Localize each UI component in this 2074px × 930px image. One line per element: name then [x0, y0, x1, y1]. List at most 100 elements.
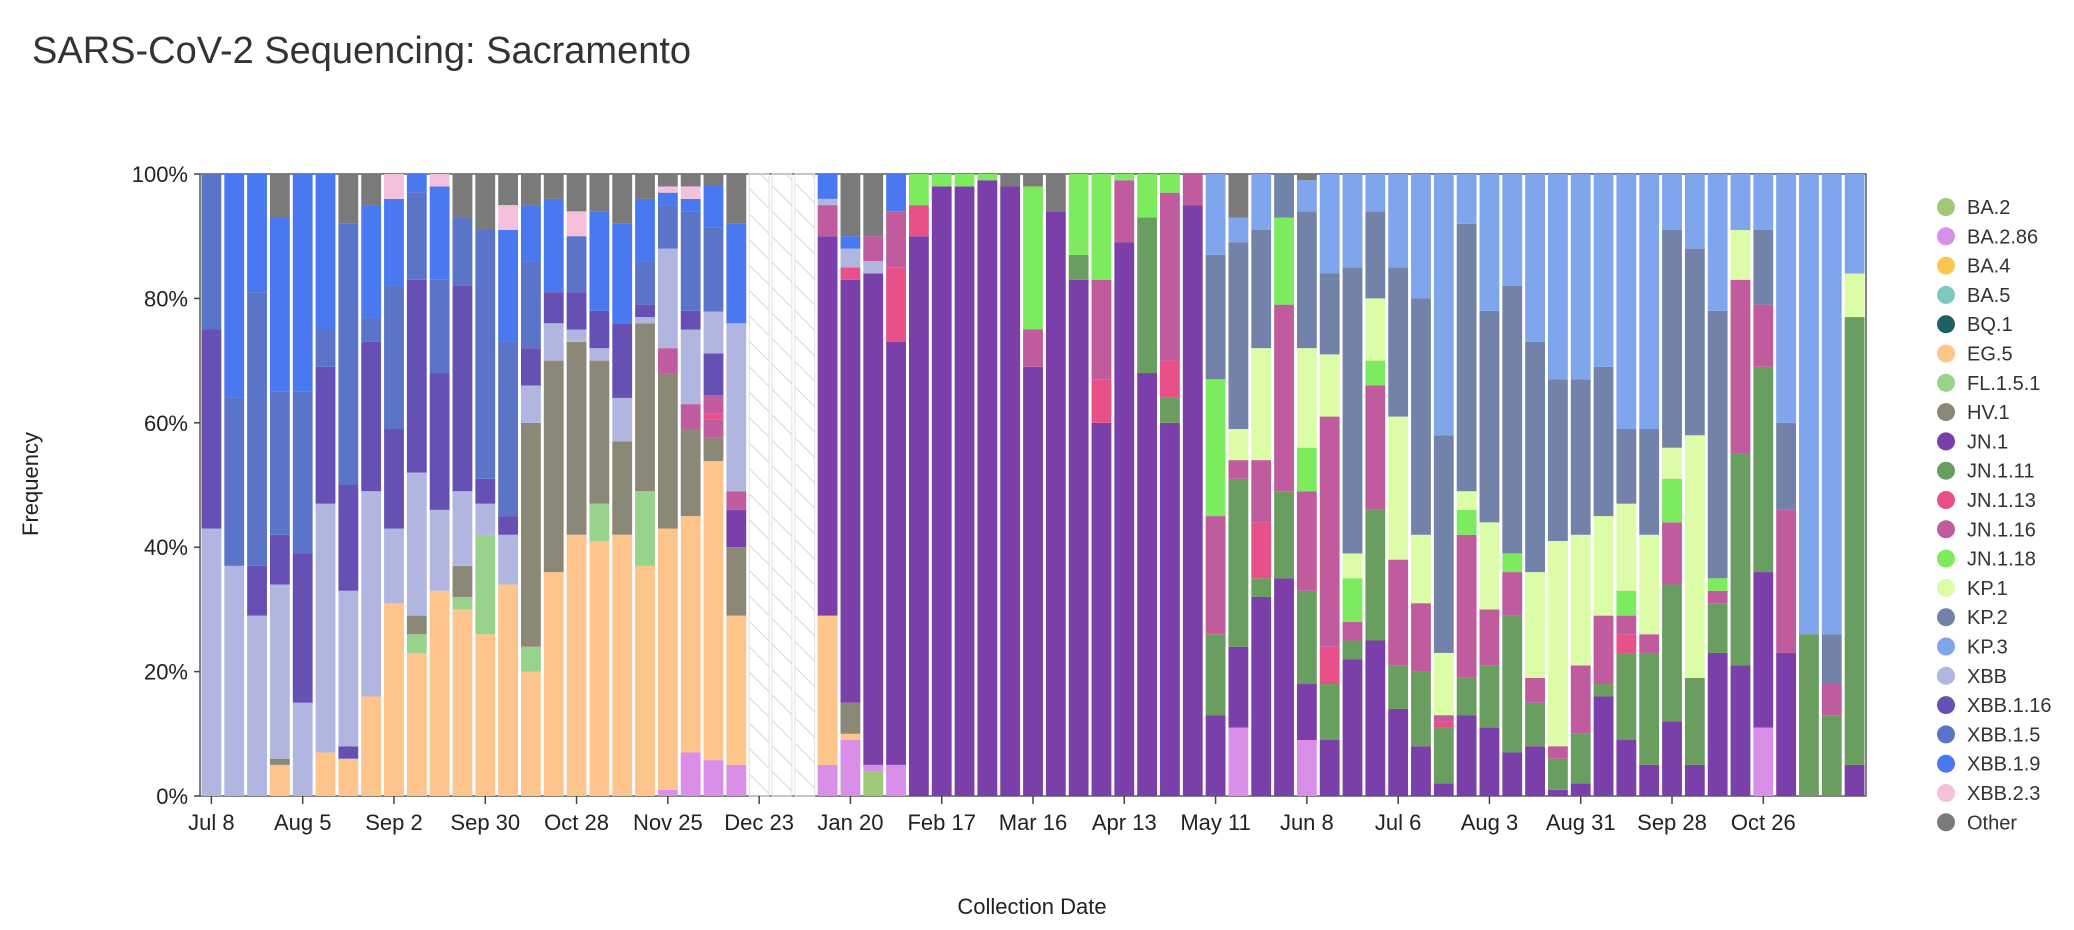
bar-segment-kp-2[interactable]	[1296, 211, 1317, 349]
bar-segment-jn-1[interactable]	[1662, 721, 1682, 796]
bar-segment-hv-1[interactable]	[566, 341, 587, 535]
bar-segment-xbb-1-9[interactable]	[703, 185, 724, 228]
bar-segment-kp-1[interactable]	[1251, 348, 1272, 461]
bar-segment-ba-2-86[interactable]	[817, 764, 838, 796]
bar-segment-eg-5[interactable]	[429, 590, 450, 796]
bar-segment-jn-1-11[interactable]	[1844, 317, 1865, 765]
bar-segment-jn-1-11[interactable]	[1160, 397, 1180, 423]
bar-segment-jn-1-18[interactable]	[1456, 509, 1477, 535]
bar-segment-eg-5[interactable]	[680, 516, 701, 753]
bar-segment-jn-1-16[interactable]	[1593, 615, 1614, 685]
bar-segment-ba-2[interactable]	[863, 771, 884, 796]
bar-segment-other[interactable]	[361, 174, 382, 206]
bar-segment-xbb-1-9[interactable]	[635, 198, 655, 262]
legend-item-kp-3[interactable]: KP.3	[1937, 637, 2008, 659]
bar-segment-jn-1-11[interactable]	[1365, 509, 1386, 641]
bar-segment-xbb-1-9[interactable]	[247, 174, 267, 293]
bar-segment-kp-3[interactable]	[1251, 174, 1272, 230]
bar-segment-kp-3[interactable]	[1479, 174, 1500, 311]
legend-item-jn-1-13[interactable]: JN.1.13	[1937, 490, 2036, 512]
bar-segment-jn-1-16[interactable]	[1319, 416, 1340, 647]
bar-segment-xbb-1-16[interactable]	[498, 516, 519, 535]
bar-segment-jn-1-16[interactable]	[657, 348, 678, 374]
bar-segment-jn-1-16[interactable]	[863, 236, 884, 262]
bar-segment-jn-1[interactable]	[931, 186, 952, 796]
bar-segment-xbb-1-5[interactable]	[384, 285, 404, 430]
bar-segment-xbb[interactable]	[635, 317, 655, 324]
bar-segment-eg-5[interactable]	[543, 572, 564, 796]
bar-segment-jn-1[interactable]	[1616, 740, 1637, 796]
bar-segment-kp-2[interactable]	[1411, 298, 1431, 535]
bar-segment-jn-1-16[interactable]	[1547, 746, 1568, 759]
bar-segment-xbb-1-9[interactable]	[384, 198, 404, 286]
bar-segment-ba-2-86[interactable]	[703, 760, 724, 796]
bar-segment-ba-2-86[interactable]	[726, 764, 747, 796]
bar-segment-fl-1-5-1[interactable]	[589, 503, 610, 541]
bar-segment-xbb-2-3[interactable]	[498, 205, 519, 230]
bar-segment-xbb[interactable]	[589, 348, 610, 361]
bar-segment-hv-1[interactable]	[452, 565, 473, 597]
bar-segment-kp-3[interactable]	[1456, 174, 1477, 224]
bar-segment-fl-1-5-1[interactable]	[406, 634, 427, 653]
bar-segment-xbb-1-16[interactable]	[361, 341, 382, 492]
bar-segment-jn-1-18[interactable]	[1616, 590, 1637, 616]
bar-segment-jn-1[interactable]	[1342, 659, 1363, 796]
bar-segment-other[interactable]	[452, 174, 473, 218]
bar-segment-jn-1[interactable]	[1730, 665, 1751, 796]
bar-segment-jn-1-16[interactable]	[1251, 460, 1272, 523]
bar-segment-jn-1[interactable]	[886, 341, 906, 765]
bar-segment-kp-2[interactable]	[1365, 211, 1386, 299]
bar-segment-xbb-1-5[interactable]	[521, 261, 541, 349]
bar-segment-kp-2[interactable]	[1547, 379, 1568, 541]
legend-item-jn-1-18[interactable]: JN.1.18	[1937, 549, 2036, 571]
bar-segment-ba-2-86[interactable]	[1228, 727, 1249, 796]
bar-segment-jn-1-16[interactable]	[1525, 677, 1545, 703]
bar-segment-kp-3[interactable]	[1662, 174, 1682, 230]
bar-segment-jn-1-11[interactable]	[1251, 578, 1272, 597]
bar-segment-xbb-1-16[interactable]	[338, 485, 359, 591]
bar-segment-jn-1-16[interactable]	[1707, 590, 1728, 604]
bar-segment-eg-5[interactable]	[840, 733, 861, 741]
bar-segment-xbb[interactable]	[521, 385, 541, 423]
bar-segment-jn-1-16[interactable]	[1023, 329, 1043, 367]
bar-segment-jn-1-13[interactable]	[1319, 646, 1340, 685]
bar-segment-jn-1-13[interactable]	[1616, 634, 1637, 653]
bar-segment-other[interactable]	[703, 174, 724, 186]
bar-segment-kp-3[interactable]	[1411, 174, 1431, 299]
bar-segment-kp-1[interactable]	[1479, 522, 1500, 610]
bar-segment-jn-1-16[interactable]	[1662, 522, 1682, 585]
bar-segment-jn-1-18[interactable]	[908, 174, 929, 206]
bar-segment-jn-1-13[interactable]	[840, 267, 861, 280]
bar-segment-other[interactable]	[521, 174, 541, 206]
bar-segment-kp-1[interactable]	[1319, 354, 1340, 417]
bar-segment-xbb-1-5[interactable]	[315, 329, 336, 367]
bar-segment-jn-1-16[interactable]	[1456, 534, 1477, 678]
bar-segment-xbb[interactable]	[680, 329, 701, 405]
bar-segment-xbb-1-9[interactable]	[361, 205, 382, 318]
bar-segment-jn-1-11[interactable]	[1296, 590, 1317, 685]
bar-segment-jn-1[interactable]	[1296, 684, 1317, 741]
bar-segment-kp-1[interactable]	[1593, 516, 1614, 616]
bar-segment-jn-1-18[interactable]	[1114, 174, 1135, 181]
legend-item-xbb-1-9[interactable]: XBB.1.9	[1937, 754, 2040, 776]
bar-segment-jn-1[interactable]	[817, 236, 838, 616]
bar-segment-jn-1[interactable]	[1547, 789, 1568, 796]
bar-segment-other[interactable]	[1045, 174, 1066, 212]
bar-segment-jn-1[interactable]	[1137, 373, 1158, 796]
bar-segment-jn-1[interactable]	[863, 273, 884, 765]
bar-segment-eg-5[interactable]	[817, 615, 838, 765]
bar-segment-xbb[interactable]	[315, 503, 336, 753]
bar-segment-eg-5[interactable]	[475, 634, 496, 796]
bar-segment-eg-5[interactable]	[498, 584, 519, 796]
bar-segment-kp-2[interactable]	[1753, 229, 1774, 305]
bar-segment-xbb-1-5[interactable]	[224, 397, 245, 566]
bar-segment-jn-1-16[interactable]	[703, 395, 724, 414]
bar-segment-jn-1-18[interactable]	[1205, 379, 1226, 517]
bar-segment-jn-1[interactable]	[1776, 652, 1797, 796]
bar-segment-jn-1-11[interactable]	[1525, 702, 1545, 747]
bar-segment-jn-1[interactable]	[977, 180, 998, 797]
bar-segment-jn-1[interactable]	[1205, 715, 1226, 796]
bar-segment-xbb-1-16[interactable]	[612, 323, 633, 398]
bar-segment-jn-1[interactable]	[1479, 727, 1500, 796]
bar-segment-jn-1-16[interactable]	[1411, 603, 1431, 672]
